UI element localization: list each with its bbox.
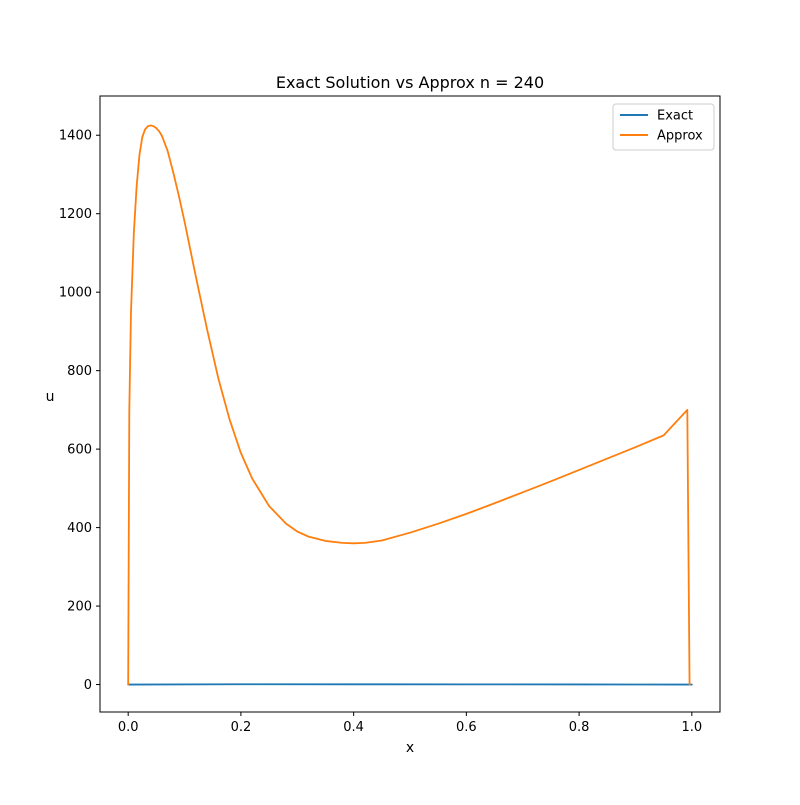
legend-label-exact: Exact xyxy=(657,109,693,124)
legend-label-approx: Approx xyxy=(657,129,703,144)
x-tick-label: 0.0 xyxy=(118,720,139,735)
y-tick-label: 1000 xyxy=(59,286,92,301)
y-axis-ticks: 0 200 400 600 800 1000 1200 1400 xyxy=(59,129,100,693)
axes-frame xyxy=(100,96,720,712)
y-tick-label: 0 xyxy=(84,678,92,693)
x-axis-label: x xyxy=(406,740,414,756)
y-tick-label: 800 xyxy=(67,364,92,379)
y-tick-label: 1400 xyxy=(59,129,92,144)
y-tick-label: 600 xyxy=(67,443,92,458)
x-axis-ticks: 0.0 0.2 0.4 0.6 0.8 1.0 xyxy=(118,712,702,735)
y-tick-label: 1200 xyxy=(59,207,92,222)
legend: Exact Approx xyxy=(613,104,714,150)
x-tick-label: 1.0 xyxy=(681,720,702,735)
series-line-approx xyxy=(128,125,689,684)
series-layer xyxy=(128,125,692,684)
x-tick-label: 0.4 xyxy=(343,720,364,735)
x-tick-label: 0.8 xyxy=(569,720,590,735)
y-axis-label: u xyxy=(46,389,55,405)
x-tick-label: 0.6 xyxy=(456,720,477,735)
x-tick-label: 0.2 xyxy=(231,720,252,735)
plot-area xyxy=(100,96,720,712)
y-tick-label: 200 xyxy=(67,600,92,615)
y-tick-label: 400 xyxy=(67,521,92,536)
chart-title: Exact Solution vs Approx n = 240 xyxy=(276,73,544,92)
